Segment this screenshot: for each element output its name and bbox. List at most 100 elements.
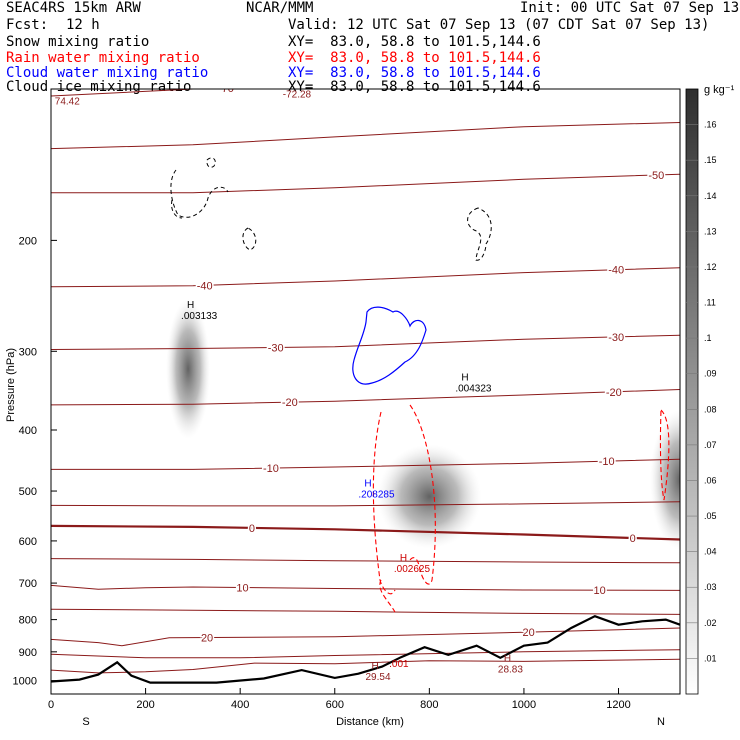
temperature-contour — [51, 458, 680, 470]
y-axis-title: Pressure (hPa) — [5, 348, 17, 422]
y-tick-label: 300 — [19, 346, 37, 358]
colorbar-tick-label: .08 — [704, 404, 717, 414]
colorbar-tick-label: .09 — [704, 369, 717, 379]
rain-field-xy: XY= 83.0, 58.8 to 101.5,144.6 — [288, 50, 541, 66]
colorbar: .01 .02 .03 .04 .05 .06 .07 .08 .09 .1 .11 .12 .13 .1… — [685, 88, 717, 695]
x-tick-label: 800 — [420, 699, 438, 711]
y-tick-label: 600 — [19, 536, 37, 548]
cloud-water-field-xy: XY= 83.0, 58.8 to 101.5,144.6 — [288, 65, 541, 81]
snow-contour — [467, 207, 492, 261]
cloud-ice-field-xy: XY= 83.0, 58.8 to 101.5,144.6 — [288, 79, 541, 95]
temperature-contour-label: -70 — [218, 83, 234, 95]
temperature-contour — [51, 558, 680, 564]
extremum-value: .001 — [389, 659, 409, 670]
shaded-feature — [377, 444, 482, 549]
temperature-contour-label: 0 — [630, 533, 636, 545]
x-axis-title: Distance (km) — [336, 716, 404, 728]
snow-field-name: Snow mixing ratio — [6, 34, 150, 50]
colorbar-tick-label: .16 — [704, 120, 717, 130]
temperature-contour-label: -30 — [268, 342, 284, 354]
colorbar-ramp — [685, 88, 699, 695]
temperature-contour — [51, 122, 680, 150]
temperature-contour-label: -20 — [282, 397, 298, 409]
valid-time: Valid: 12 UTC Sat 07 Sep 13 (07 CDT Sat … — [288, 17, 710, 33]
y-tick-label: 400 — [19, 425, 37, 437]
x-tick-label: 400 — [231, 699, 249, 711]
model-title: SEAC4RS 15km ARW — [6, 0, 141, 16]
colorbar-tick-label: .02 — [704, 618, 717, 628]
x-tick-label: 1000 — [512, 699, 536, 711]
colorbar-tick-label: .04 — [704, 547, 717, 557]
south-end-label: S — [82, 716, 89, 728]
snow-contour — [170, 157, 229, 219]
colorbar-tick-label: .1 — [704, 333, 712, 343]
temperature-contour-label: -70 — [369, 78, 385, 90]
temperature-contour-label: 20 — [201, 633, 213, 645]
extremum-marker: H — [504, 654, 511, 665]
forecast-label: Fcst: — [6, 17, 49, 33]
org-label: NCAR/MMM — [246, 0, 314, 16]
x-tick-label: 200 — [136, 699, 154, 711]
shaded-feature — [650, 409, 680, 550]
colorbar-tick-label: .13 — [704, 226, 717, 236]
y-tick-label: 500 — [19, 486, 37, 498]
temperature-contour-label: 10 — [236, 583, 248, 595]
y-tick-label: 900 — [19, 647, 37, 659]
temperature-contour — [51, 658, 680, 674]
colorbar-unit: g kg⁻¹ — [704, 84, 735, 96]
extremum-value: .003133 — [181, 311, 218, 322]
temperature-contour — [51, 173, 680, 194]
init-time: Init: 00 UTC Sat 07 Sep 13 — [520, 0, 740, 16]
cloud-water-field-name: Cloud water mixing ratio — [6, 65, 209, 81]
temperature-contour-label: 10 — [593, 585, 605, 597]
cloud-ice-field-name: Cloud ice mixing ratio — [6, 79, 192, 95]
snow-field-xy: XY= 83.0, 58.8 to 101.5,144.6 — [288, 34, 541, 50]
temperature-contour-label: -20 — [606, 387, 622, 399]
top-value-label: -72.28 — [283, 90, 312, 101]
y-tick-label: 200 — [19, 235, 37, 247]
extremum-value: .004323 — [455, 383, 492, 394]
temperature-contour-label: -30 — [608, 332, 624, 344]
colorbar-tick-label: .01 — [704, 653, 717, 663]
temperature-contour — [51, 584, 680, 591]
colorbar-tick-label: .03 — [704, 582, 717, 592]
extremum-marker: H — [187, 300, 194, 311]
north-end-label: N — [657, 716, 665, 728]
extremum-marker: H — [461, 372, 468, 383]
plot-frame — [50, 88, 681, 695]
temperature-contour-label: -50 — [648, 170, 664, 182]
extremum-marker: H — [372, 661, 379, 672]
extremum-value: .002625 — [394, 564, 431, 575]
temperature-contour — [51, 627, 680, 647]
temperature-contour-label: -10 — [599, 456, 615, 468]
temperature-contour — [51, 334, 680, 350]
y-tick-label: 1000 — [13, 676, 37, 688]
forecast-hour: 12 h — [66, 17, 100, 33]
colorbar-tick-label: .05 — [704, 511, 717, 521]
extremum-marker: H — [364, 478, 371, 489]
colorbar-tick-label: .06 — [704, 475, 717, 485]
cloud-water-contour — [352, 306, 427, 385]
temperature-contour-label: 20 — [523, 627, 535, 639]
temperature-contour-label: -40 — [608, 265, 624, 277]
extremum-value: 29.54 — [366, 672, 391, 683]
extremum-value: 28.83 — [498, 665, 523, 676]
extremum-value: .208285 — [358, 489, 395, 500]
colorbar-tick-label: .14 — [704, 191, 717, 201]
rain-field-name: Rain water mixing ratio — [6, 50, 200, 66]
x-tick-label: 1200 — [606, 699, 630, 711]
temperature-contour — [51, 649, 680, 659]
x-tick-label: 600 — [326, 699, 344, 711]
y-tick-label: 800 — [19, 615, 37, 627]
snow-contour — [242, 227, 257, 251]
temperature-contour — [51, 267, 680, 288]
temperature-contour-label: -10 — [263, 463, 279, 475]
extremum-marker: H — [400, 553, 407, 564]
colorbar-tick-label: .12 — [704, 262, 717, 272]
temperature-contour — [51, 89, 208, 97]
temperature-contour — [51, 524, 680, 541]
colorbar-tick-label: .15 — [704, 155, 717, 165]
terrain-line — [50, 615, 681, 684]
temperature-contour-label: 0 — [249, 523, 255, 535]
